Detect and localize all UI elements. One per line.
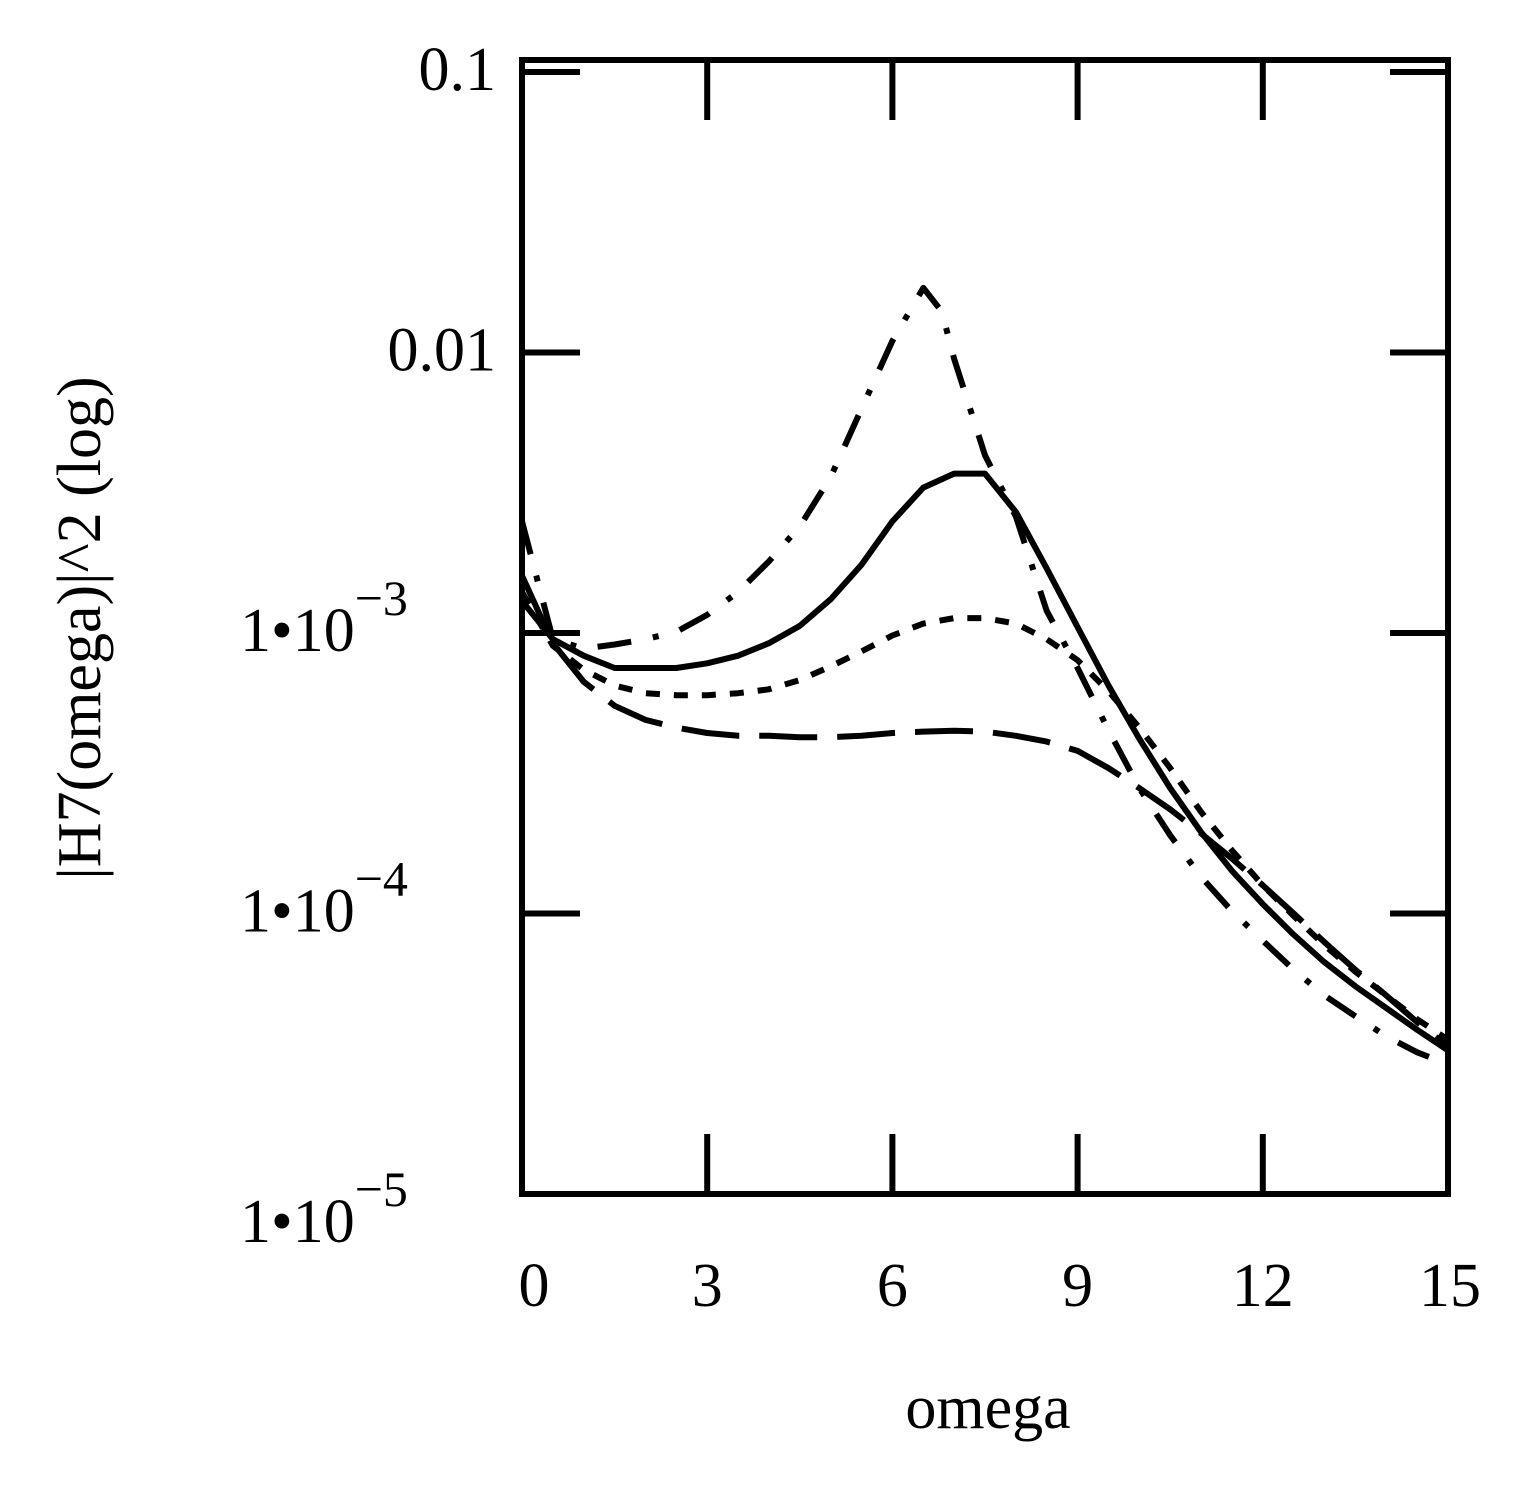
series-line-long-dash [519,574,1450,1050]
series-line-short-dash [519,590,1450,1043]
x-tick-label: 12 [1232,1252,1294,1320]
series-line-solid [519,470,1450,1053]
tick-marks [522,60,1448,1194]
plot-series [519,284,1450,1068]
y-tick-label: 1•10−3 [240,570,408,665]
y-axis-label: |H7(omega)|^2 (log) [46,376,114,879]
y-tick-label: 1•10−5 [240,1161,408,1256]
x-tick-label: 0 [519,1252,550,1320]
y-tick-label: 0.1 [419,36,497,104]
y-tick-label: 1•10−4 [240,851,408,946]
y-tick-label: 0.01 [388,317,497,385]
x-tick-label: 9 [1062,1252,1093,1320]
x-axis-label: omega [905,1374,1070,1442]
series-line-dash-dot [519,284,1450,1068]
x-tick-label: 15 [1419,1252,1481,1320]
x-tick-label: 6 [877,1252,908,1320]
plot-frame [519,57,1451,1197]
x-tick-labels: 0 3 6 9 12 15 [519,1252,1482,1320]
y-tick-labels: 0.1 0.01 1•10−3 1•10−4 1•10−5 [240,36,496,1256]
x-tick-label: 3 [692,1252,723,1320]
